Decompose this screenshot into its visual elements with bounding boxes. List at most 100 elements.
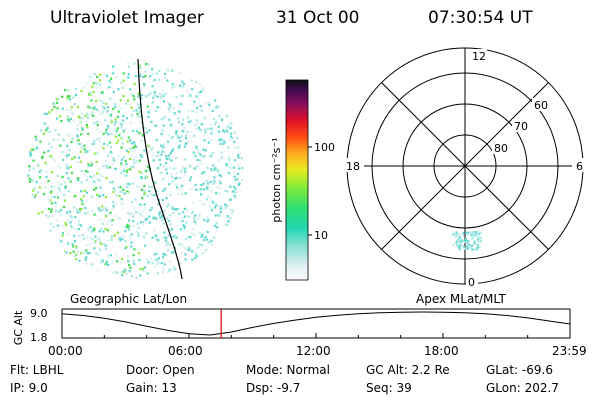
speckle-pixel [102, 101, 105, 104]
speckle-pixel [177, 117, 180, 120]
speckle-pixel [55, 101, 59, 104]
speckle-pixel [129, 121, 132, 124]
speckle-pixel [119, 107, 122, 110]
polar-speckle-pixel [455, 233, 458, 236]
speckle-pixel [50, 145, 53, 149]
speckle-pixel [111, 223, 114, 227]
speckle-pixel [163, 151, 166, 154]
speckle-pixel [83, 144, 86, 147]
speckle-pixel [155, 217, 158, 220]
speckle-pixel [114, 135, 117, 138]
speckle-pixel [98, 83, 102, 86]
speckle-pixel [59, 208, 62, 211]
speckle-pixel [37, 212, 40, 215]
speckle-pixel [167, 140, 170, 143]
speckle-pixel [138, 258, 141, 261]
speckle-pixel [103, 142, 106, 145]
speckle-pixel [81, 234, 84, 237]
speckle-pixel [121, 119, 125, 122]
speckle-pixel [141, 209, 144, 212]
speckle-pixel [241, 167, 243, 170]
speckle-pixel [150, 120, 153, 124]
speckle-pixel [78, 210, 82, 213]
speckle-pixel [33, 187, 36, 190]
speckle-pixel [205, 188, 208, 191]
speckle-pixel [68, 95, 71, 98]
speckle-pixel [61, 95, 64, 98]
polar-speckle-pixel [455, 244, 458, 247]
speckle-pixel [66, 134, 70, 137]
speckle-pixel [134, 198, 137, 201]
speckle-pixel [231, 212, 234, 215]
terminator-line [137, 58, 183, 280]
speckle-pixel [115, 130, 118, 133]
speckle-pixel [220, 119, 224, 122]
speckle-pixel [131, 150, 134, 153]
speckle-pixel [119, 239, 122, 242]
speckle-pixel [222, 139, 225, 142]
speckle-pixel [178, 188, 181, 191]
polar-speckle-pixel [471, 237, 474, 240]
speckle-pixel [182, 245, 186, 248]
speckle-pixel [142, 235, 145, 238]
speckle-pixel [117, 110, 120, 113]
speckle-pixel [166, 79, 169, 82]
speckle-pixel [32, 148, 35, 151]
speckle-pixel [187, 248, 190, 252]
speckle-pixel [182, 211, 185, 214]
speckle-pixel [133, 143, 136, 146]
speckle-pixel [202, 182, 205, 185]
speckle-pixel [116, 127, 119, 130]
speckle-pixel [184, 192, 187, 195]
speckle-pixel [74, 216, 77, 219]
speckle-pixel [162, 218, 165, 221]
speckle-pixel [173, 208, 176, 211]
speckle-pixel [121, 136, 124, 139]
speckle-pixel [202, 87, 205, 90]
speckle-pixel [136, 160, 139, 163]
speckle-pixel [148, 221, 151, 224]
speckle-pixel [201, 235, 204, 238]
speckle-pixel [110, 120, 113, 123]
speckle-pixel [69, 210, 72, 213]
speckle-pixel [102, 110, 105, 113]
speckle-pixel [43, 112, 46, 115]
speckle-pixel [121, 203, 125, 206]
speckle-pixel [196, 147, 199, 150]
speckle-pixel [163, 253, 166, 256]
speckle-pixel [125, 245, 128, 249]
speckle-pixel [73, 103, 76, 106]
speckle-pixel [164, 187, 167, 190]
speckle-pixel [184, 142, 187, 145]
speckle-pixel [191, 88, 194, 91]
speckle-pixel [85, 179, 88, 182]
polar-speckle-pixel [464, 237, 467, 240]
speckle-pixel [153, 216, 156, 219]
speckle-pixel [157, 257, 160, 260]
speckle-pixel [127, 73, 130, 76]
speckle-pixel [147, 115, 150, 118]
polar-speckle-pixel [469, 246, 472, 249]
speckle-pixel [81, 202, 84, 205]
speckle-pixel [130, 245, 133, 248]
speckle-pixel [150, 207, 153, 210]
mode-status: Mode: Normal [246, 363, 330, 377]
auroral-oval-speckle [452, 231, 482, 251]
speckle-pixel [102, 132, 105, 135]
speckle-pixel [114, 105, 117, 108]
speckle-pixel [97, 207, 100, 210]
speckle-pixel [233, 194, 236, 197]
speckle-pixel [193, 100, 196, 103]
speckle-pixel [225, 114, 229, 118]
speckle-pixel [152, 276, 155, 278]
speckle-pixel [144, 218, 147, 221]
speckle-pixel [198, 215, 201, 218]
speckle-pixel [147, 63, 150, 66]
speckle-pixel [162, 124, 165, 127]
speckle-pixel [98, 195, 102, 198]
speckle-pixel [234, 187, 237, 190]
speckle-pixel [229, 121, 232, 124]
speckle-pixel [215, 230, 218, 233]
speckle-pixel [59, 144, 62, 147]
speckle-pixel [138, 227, 141, 230]
